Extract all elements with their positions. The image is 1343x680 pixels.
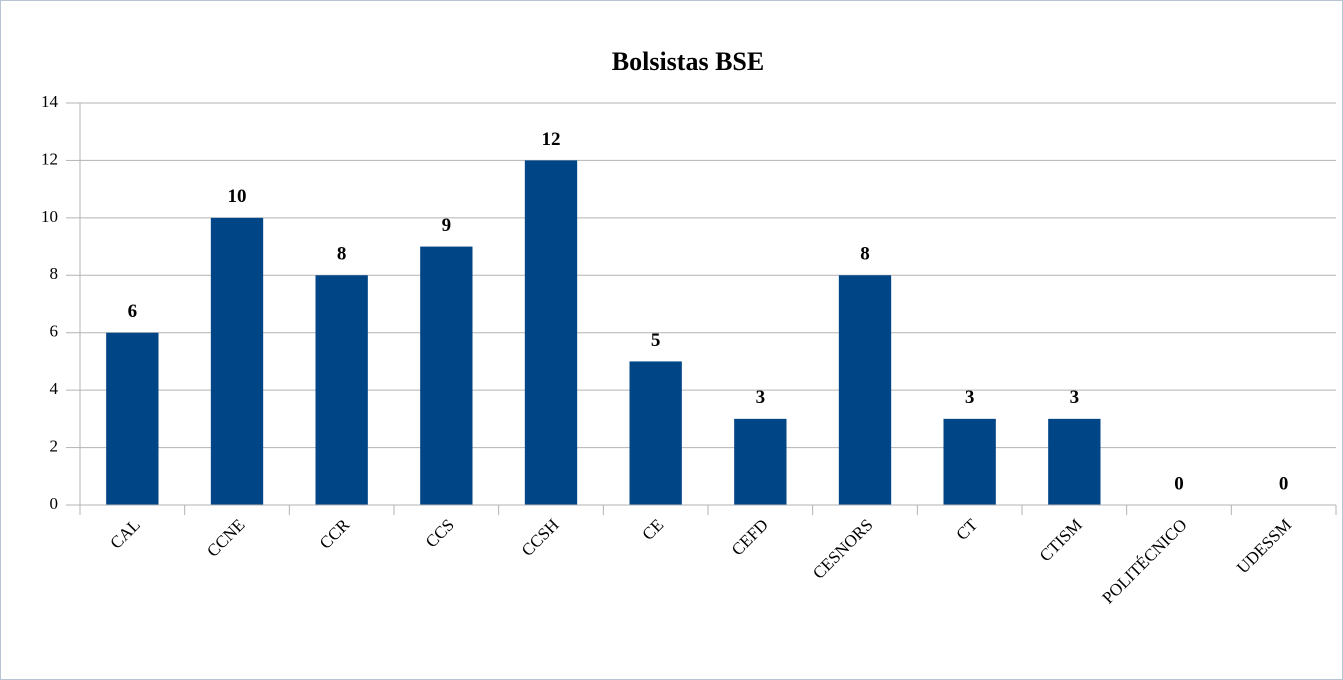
value-label: 3	[1070, 387, 1080, 408]
value-label: 8	[860, 244, 870, 265]
y-tick-label: 14	[41, 92, 59, 111]
value-label: 0	[1279, 473, 1289, 494]
value-label: 3	[965, 387, 975, 408]
bar	[210, 217, 264, 505]
chart-title: Bolsistas BSE	[612, 47, 764, 76]
bar	[943, 418, 996, 505]
value-label: 5	[651, 330, 661, 351]
y-tick-label: 6	[50, 322, 59, 341]
bar	[838, 275, 892, 505]
value-label: 8	[337, 244, 347, 265]
bar	[420, 246, 473, 506]
y-tick-label: 2	[50, 436, 59, 455]
bar	[734, 418, 787, 505]
value-label: 10	[228, 186, 247, 207]
y-tick-label: 4	[50, 379, 59, 398]
bar	[106, 332, 159, 505]
value-label: 0	[1174, 473, 1184, 494]
bar	[629, 361, 682, 505]
bar	[315, 275, 368, 505]
value-label: 3	[756, 387, 766, 408]
value-label: 9	[442, 215, 452, 236]
value-label: 12	[542, 129, 561, 150]
bar	[524, 160, 578, 505]
y-tick-label: 8	[50, 264, 59, 283]
value-label: 6	[128, 301, 138, 322]
y-tick-label: 12	[41, 149, 58, 168]
bar	[1048, 418, 1101, 505]
y-tick-label: 10	[41, 207, 58, 226]
y-tick-label: 0	[50, 494, 59, 513]
